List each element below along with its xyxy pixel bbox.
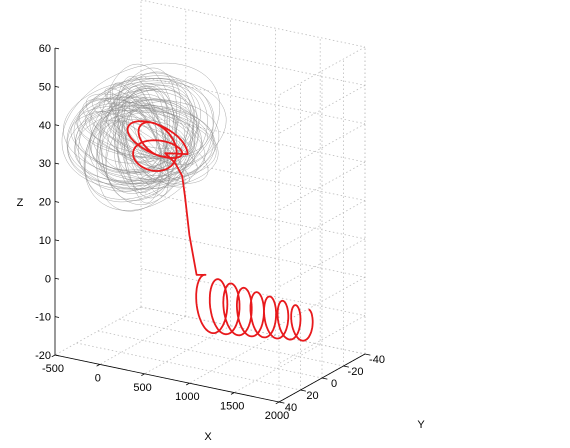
y-tick-mark <box>364 353 371 356</box>
z-tick-label: 60 <box>39 43 51 55</box>
x-axis-line <box>54 354 280 403</box>
grid-line <box>234 344 321 393</box>
grid-line <box>278 276 366 326</box>
x-tick-mark <box>230 392 235 395</box>
grid-line <box>144 325 231 375</box>
y-tick-mark <box>343 365 349 368</box>
z-tick-mark <box>54 85 60 88</box>
grid-line <box>99 316 186 365</box>
x-axis-label: X <box>204 431 212 443</box>
axes-box <box>51 47 371 405</box>
z-axis-label: Z <box>17 197 24 209</box>
z-tick-label: 0 <box>45 273 51 285</box>
tick-labels: -500 0 500 1000 1500 2000 -40 -20 0 20 40 -20 -10 0 10… <box>35 43 385 422</box>
grid-line <box>278 85 366 134</box>
grid-line <box>278 200 366 249</box>
z-tick-mark <box>54 124 60 126</box>
z-tick-mark <box>54 201 60 203</box>
x-tick-label: 0 <box>95 372 101 384</box>
z-tick-label: 10 <box>39 235 51 247</box>
grid-line <box>278 46 366 96</box>
x-tick-mark <box>51 354 56 358</box>
attractor-line <box>61 62 227 212</box>
grid-line <box>278 161 366 211</box>
z-tick-mark <box>54 354 60 357</box>
z-tick-mark <box>54 47 60 50</box>
x-tick-mark <box>185 382 190 386</box>
z-tick-mark <box>54 162 60 165</box>
y-tick-label: -40 <box>369 354 385 366</box>
y-tick-mark <box>278 401 285 404</box>
z-tick-label: 30 <box>39 158 51 170</box>
y-tick-label: 20 <box>306 390 318 402</box>
x-tick-label: 1500 <box>220 401 244 413</box>
z-tick-label: 50 <box>39 81 51 93</box>
z-tick-label: 40 <box>39 120 51 132</box>
trajectory-line <box>126 120 314 342</box>
y-tick-label: 0 <box>331 378 337 390</box>
z-tick-label: 20 <box>39 197 51 209</box>
z-tick-mark <box>54 277 60 280</box>
x-tick-label: -500 <box>42 363 64 375</box>
attractor-series <box>61 62 227 212</box>
z-tick-label: -10 <box>35 312 51 324</box>
trajectory-series <box>126 120 314 342</box>
z-tick-mark <box>54 239 60 242</box>
z-tick-label: -20 <box>35 350 51 362</box>
x-tick-mark <box>96 364 100 367</box>
x-tick-mark <box>141 373 145 376</box>
z-tick-mark <box>54 316 60 318</box>
x-tick-label: 500 <box>133 382 151 394</box>
y-axis-label: Y <box>417 419 425 431</box>
x-tick-mark <box>275 401 280 405</box>
y-tick-label: -20 <box>348 366 364 378</box>
grid-line <box>278 123 366 173</box>
grid-line <box>278 238 366 288</box>
x-tick-label: 1000 <box>175 391 199 403</box>
x-tick-label: 2000 <box>265 410 289 422</box>
y-tick-mark <box>300 389 306 392</box>
grid-line <box>278 315 366 364</box>
y-tick-label: 40 <box>285 402 297 414</box>
y-tick-mark <box>321 377 328 380</box>
